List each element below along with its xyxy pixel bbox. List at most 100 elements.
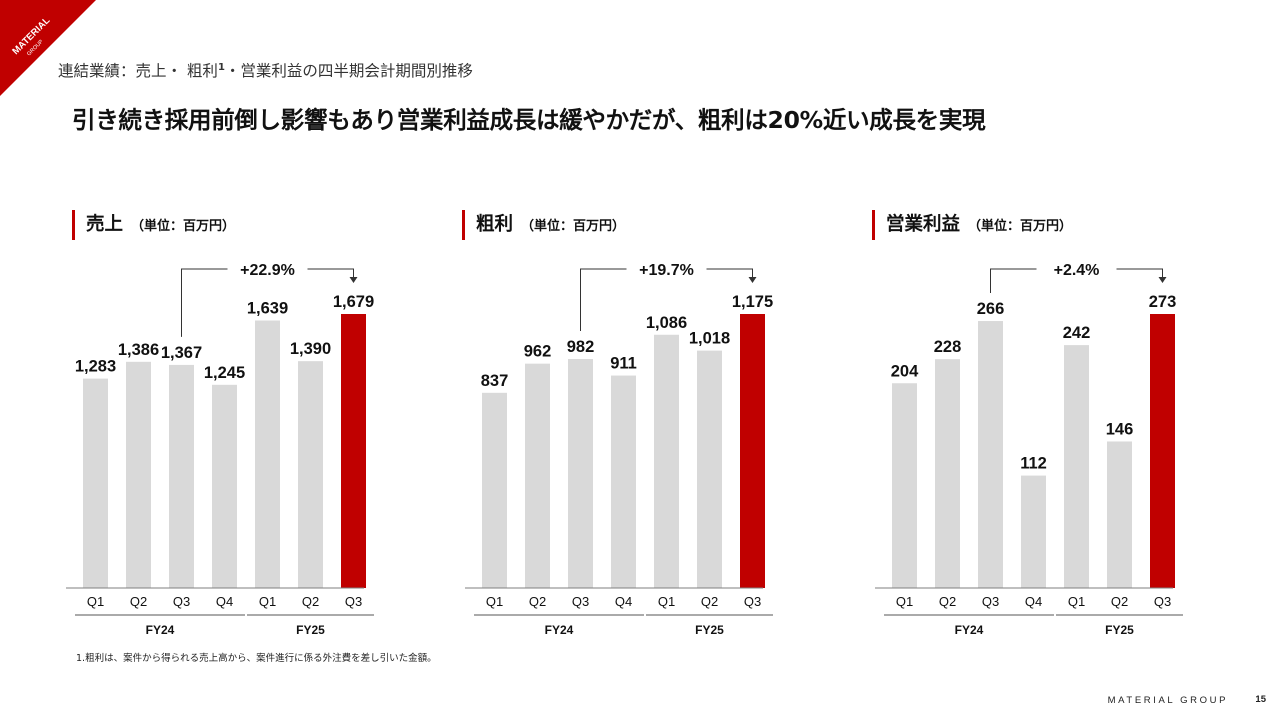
growth-arrow-head [349, 277, 358, 283]
group-label: FY24 [146, 623, 175, 637]
panel-title-text: 粗利 [476, 214, 514, 235]
panel-unit-text: （単位：百万円） [968, 219, 1073, 234]
data-label: 266 [977, 300, 1005, 318]
panel-title-sales: 売上 （単位：百万円） [72, 210, 235, 240]
category-label: Q2 [701, 594, 718, 609]
data-label: 911 [610, 355, 637, 373]
bar [740, 314, 765, 588]
category-label: Q2 [939, 594, 956, 609]
category-label: Q1 [259, 594, 276, 609]
data-label: 1,639 [247, 300, 288, 318]
group-label: FY24 [955, 623, 984, 637]
category-label: Q3 [982, 594, 999, 609]
breadcrumb: 連結業績：売上・ 粗利1・営業利益の四半期会計期間別推移 [58, 59, 473, 81]
data-label: 204 [891, 362, 919, 380]
data-label: 837 [481, 372, 509, 390]
group-label: FY25 [695, 623, 724, 637]
growth-bracket-right [307, 268, 354, 278]
bar [525, 363, 550, 588]
data-label: 1,245 [204, 364, 245, 382]
growth-bracket-left [990, 268, 1037, 294]
data-label: 242 [1063, 324, 1091, 342]
panel-unit-text: （単位：百万円） [521, 219, 626, 234]
page-title: 引き続き採用前倒し影響もあり営業利益成長は緩やかだが、粗利は20%近い成長を実現 [72, 106, 986, 134]
data-label: 112 [1020, 455, 1047, 473]
data-label: 1,367 [161, 344, 202, 362]
category-label: Q1 [658, 594, 675, 609]
category-label: Q1 [896, 594, 913, 609]
category-label: Q3 [572, 594, 589, 609]
category-label: Q4 [1025, 594, 1042, 609]
bar [1064, 345, 1089, 588]
bar [341, 314, 366, 588]
panel-title-gross-profit: 粗利 （単位：百万円） [462, 210, 625, 240]
category-label: Q1 [87, 594, 104, 609]
data-label: 273 [1149, 293, 1177, 311]
page-number: 15 [1255, 694, 1266, 705]
bar [169, 364, 194, 588]
group-label: FY25 [1105, 623, 1134, 637]
growth-rate-label: +19.7% [639, 262, 694, 279]
category-label: Q2 [529, 594, 546, 609]
data-label: 1,390 [290, 340, 331, 358]
bar [654, 334, 679, 588]
breadcrumb-post: ・営業利益の四半期会計期間別推移 [224, 62, 473, 80]
bar [298, 361, 323, 588]
operating-profit-bar-chart: 204 Q1 228 Q2 266 Q3 112 Q4 242 Q1 146 Q2 273 Q3 FY24 F… [875, 262, 1183, 637]
bar [212, 384, 237, 588]
data-label: 1,679 [333, 293, 374, 311]
bar [83, 378, 108, 588]
growth-rate-label: +2.4% [1054, 262, 1100, 279]
bar [697, 350, 722, 588]
data-label: 146 [1106, 420, 1134, 438]
category-label: Q2 [130, 594, 147, 609]
bar [892, 383, 917, 588]
bar [935, 359, 960, 588]
panel-unit-text: （単位：百万円） [131, 219, 236, 234]
category-label: Q1 [1068, 594, 1085, 609]
bar [255, 320, 280, 588]
category-label: Q4 [216, 594, 233, 609]
data-label: 962 [524, 343, 552, 361]
category-label: Q3 [1154, 594, 1171, 609]
growth-bracket-left [580, 268, 627, 332]
category-label: Q4 [615, 594, 632, 609]
data-label: 1,086 [646, 314, 687, 332]
data-label: 1,283 [75, 358, 116, 376]
breadcrumb-pre: 連結業績：売上・ 粗利 [58, 62, 218, 80]
category-label: Q3 [173, 594, 190, 609]
growth-bracket-right [1116, 268, 1163, 278]
category-label: Q1 [486, 594, 503, 609]
bar [482, 392, 507, 588]
breadcrumb-footnote-mark: 1 [217, 61, 225, 73]
growth-arrow-head [1158, 277, 1167, 283]
category-label: Q3 [744, 594, 761, 609]
growth-bracket-right [706, 268, 753, 278]
sales-bar-chart: 1,283 Q1 1,386 Q2 1,367 Q3 1,245 Q4 1,639 Q1 1,390… [66, 262, 374, 637]
bar [126, 361, 151, 588]
gross-profit-bar-chart: 837 Q1 962 Q2 982 Q3 911 Q4 1,086 Q1 1,018 Q2 1,175 Q… [465, 262, 773, 637]
bar [568, 359, 593, 588]
group-label: FY24 [545, 623, 574, 637]
data-label: 982 [567, 338, 595, 356]
group-label: FY25 [296, 623, 325, 637]
data-label: 228 [934, 338, 962, 356]
data-label: 1,386 [118, 341, 159, 359]
bar [1150, 314, 1175, 588]
bar [611, 375, 636, 588]
data-label: 1,175 [732, 293, 773, 311]
bar [1107, 441, 1132, 588]
category-label: Q2 [1111, 594, 1128, 609]
footer-brand: MATERIAL GROUP [1107, 695, 1228, 706]
category-label: Q3 [345, 594, 362, 609]
bar [978, 321, 1003, 588]
growth-bracket-left [181, 268, 228, 337]
growth-rate-label: +22.9% [240, 262, 295, 279]
footnote: 1.粗利は、案件から得られる売上高から、案件進行に係る外注費を差し引いた金額。 [76, 653, 437, 664]
panel-title-text: 営業利益 [886, 214, 961, 235]
brand-logo: MATERIAL GROUP [0, 0, 96, 96]
growth-arrow-head [748, 277, 757, 283]
bar [1021, 475, 1046, 588]
category-label: Q2 [302, 594, 319, 609]
data-label: 1,018 [689, 330, 730, 348]
